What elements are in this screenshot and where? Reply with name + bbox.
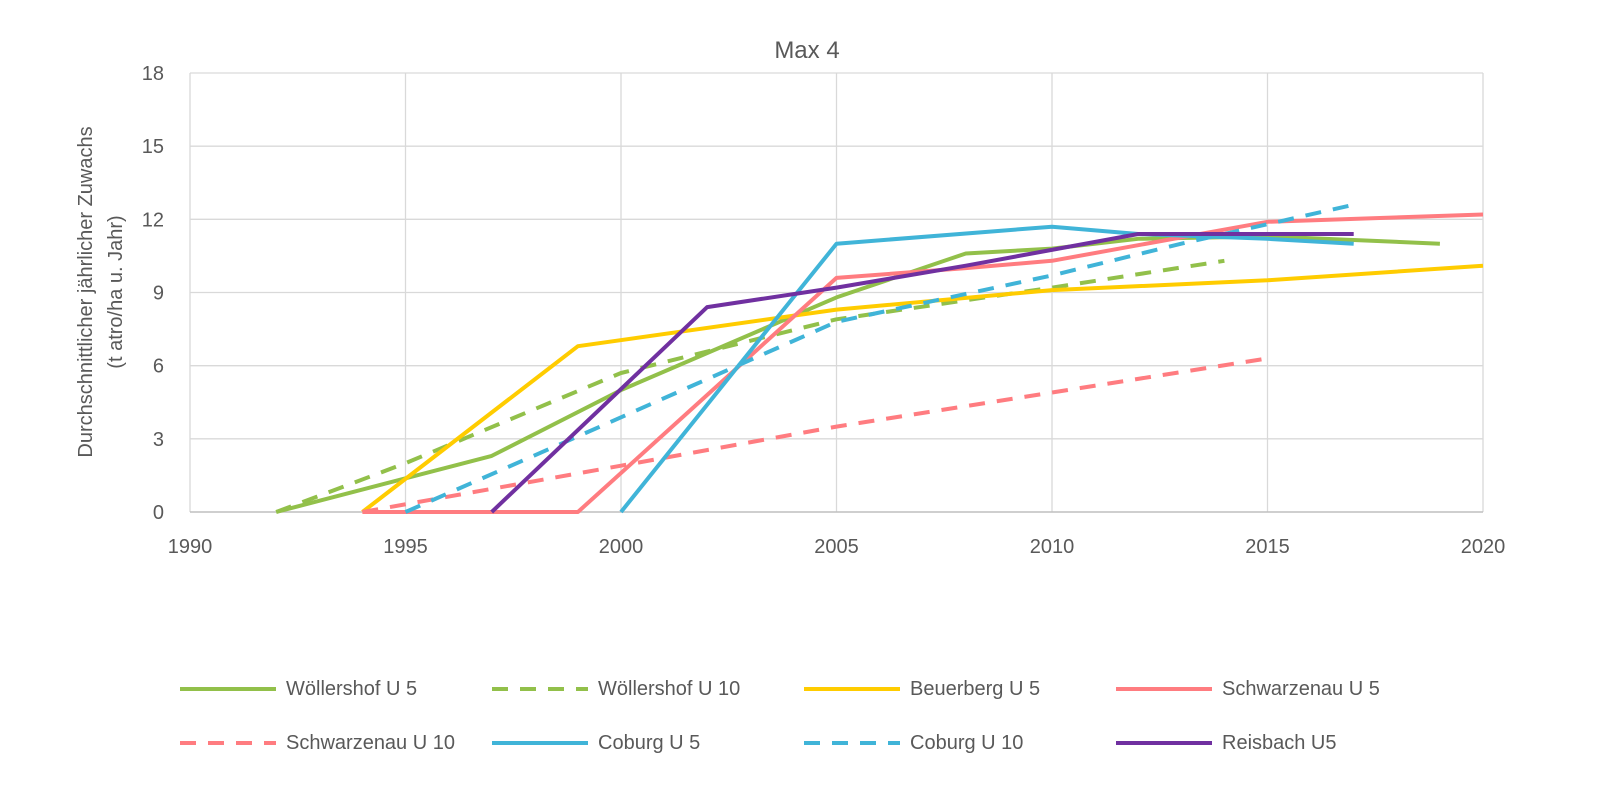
legend-item-3: Beuerberg U 5 (804, 672, 1116, 706)
series-line-8 (490, 232, 1354, 514)
legend-row-2: Schwarzenau U 10 Coburg U 5 Coburg U 10 Rei… (180, 726, 1480, 760)
series-lines (275, 202, 1484, 514)
legend-label-3: Beuerberg U 5 (910, 677, 1041, 700)
y-tick-label-5: 15 (142, 136, 164, 158)
chart-title: Max 4 (774, 37, 839, 64)
legend-label-6: Coburg U 5 (598, 731, 701, 754)
gridlines (189, 72, 1484, 512)
y-tick-label-0: 0 (153, 502, 164, 524)
legend-item-7: Coburg U 10 (804, 726, 1116, 760)
x-tick-label-1: 1995 (383, 536, 428, 558)
y-tick-label-6: 18 (142, 63, 164, 85)
x-tick-label-5: 2015 (1245, 536, 1290, 558)
legend-swatch-6 (492, 741, 588, 745)
y-tick-label-1: 3 (153, 429, 164, 451)
legend-row-1: Wöllershof U 5 Wöllershof U 10 Beuerberg U… (180, 672, 1480, 706)
y-tick-label-4: 12 (142, 209, 164, 231)
series-line-3 (361, 263, 1484, 514)
x-tick-label-2: 2000 (599, 536, 644, 558)
legend-item-5: Schwarzenau U 10 (180, 726, 492, 760)
x-tick-label-4: 2010 (1030, 536, 1075, 558)
legend-label-5: Schwarzenau U 10 (286, 731, 455, 754)
legend-swatch-8 (1116, 741, 1212, 745)
series-line-6 (619, 224, 1354, 514)
x-tick-label-0: 1990 (168, 536, 213, 558)
legend-item-2: Wöllershof U 10 (492, 672, 804, 706)
series-line-2 (275, 258, 1225, 514)
y-tick-label-2: 6 (153, 356, 164, 378)
y-axis-title-line2: (t atro/ha u. Jahr) (105, 215, 127, 368)
legend-swatch-4 (1116, 687, 1212, 691)
y-tick-label-3: 9 (153, 283, 164, 305)
legend-item-8: Reisbach U5 (1116, 726, 1428, 760)
legend-label-4: Schwarzenau U 5 (1222, 677, 1380, 700)
legend-label-2: Wöllershof U 10 (598, 677, 741, 700)
chart-legend: Wöllershof U 5 Wöllershof U 10 Beuerberg U… (180, 672, 1480, 780)
y-axis-title-line1: Durchschnittlicher jährlicher Zuwachs (75, 126, 97, 457)
series-line-5 (362, 356, 1268, 514)
legend-item-4: Schwarzenau U 5 (1116, 672, 1428, 706)
legend-item-6: Coburg U 5 (492, 726, 804, 760)
series-line-4 (362, 212, 1484, 514)
x-tick-label-3: 2005 (814, 536, 859, 558)
legend-label-8: Reisbach U5 (1222, 731, 1337, 754)
legend-swatch-1 (180, 687, 276, 691)
legend-swatch-5 (180, 741, 276, 745)
x-tick-label-6: 2020 (1461, 536, 1506, 558)
legend-item-1: Wöllershof U 5 (180, 672, 492, 706)
legend-label-7: Coburg U 10 (910, 731, 1024, 754)
series-line-7 (404, 202, 1355, 514)
legend-swatch-3 (804, 687, 900, 691)
axes: 0 3 6 9 12 15 18 1990 1995 2000 2005 2010 2015 2020 (142, 63, 1506, 558)
line-chart: Max 4 0 3 6 9 12 15 18 1990 1995 2000 2005 2010 2015… (75, 37, 1506, 558)
legend-swatch-2 (492, 687, 588, 691)
legend-swatch-7 (804, 741, 900, 745)
legend-label-1: Wöllershof U 5 (286, 677, 418, 700)
